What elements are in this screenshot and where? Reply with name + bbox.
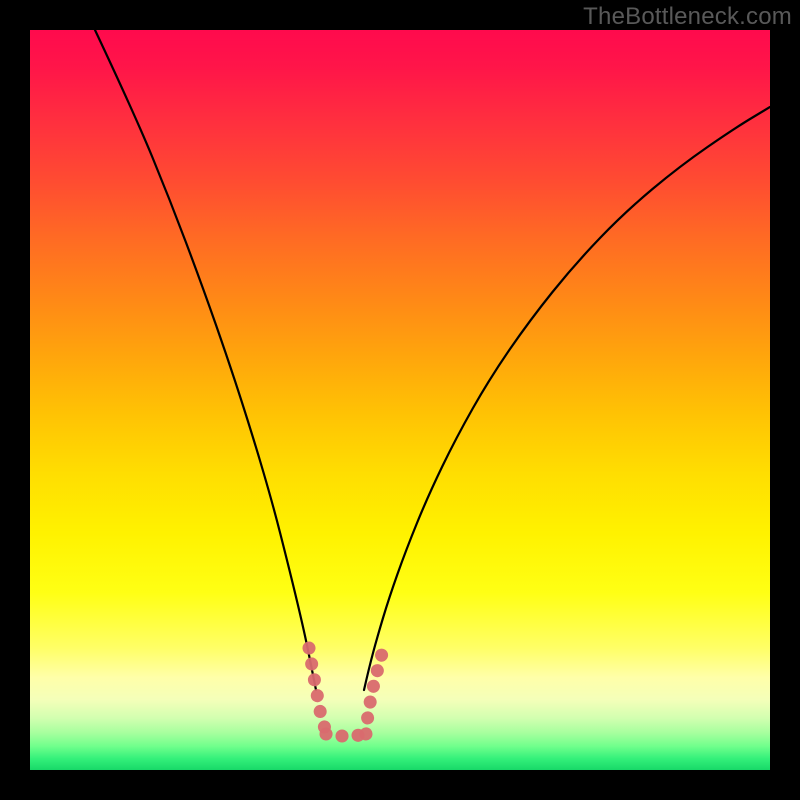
watermark-label: TheBottleneck.com — [583, 3, 792, 31]
gradient-background — [30, 30, 770, 770]
chart-svg — [30, 30, 770, 770]
chart-plot-area — [30, 30, 770, 770]
